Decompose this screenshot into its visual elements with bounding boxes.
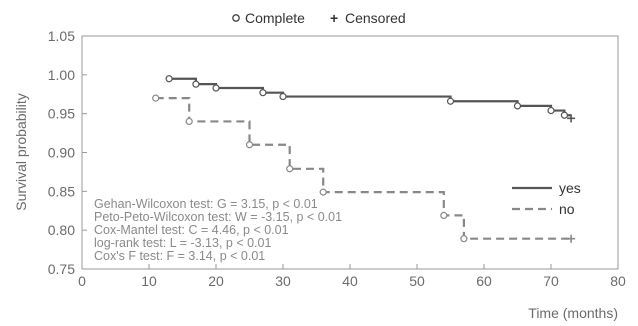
y-tick-label: 1.05	[48, 28, 75, 44]
complete-marker-yes	[513, 102, 522, 110]
x-axis-title: Time (months)	[528, 305, 618, 321]
complete-marker-yes	[192, 80, 200, 88]
complete-marker-yes	[259, 89, 267, 97]
complete-marker-yes	[560, 111, 569, 119]
km-curve-yes	[169, 77, 572, 117]
complete-marker-no	[185, 117, 193, 126]
x-tick-label: 40	[342, 273, 358, 289]
legend-yes-label: yes	[559, 180, 581, 196]
x-tick-label: 80	[610, 273, 626, 289]
stat-log-rank: log-rank test: L = -3.13, p < 0.01	[94, 236, 271, 250]
legend-no-label: no	[559, 201, 575, 217]
y-axis-title: Survival probability	[13, 93, 29, 211]
censored-marker-no	[567, 234, 576, 243]
complete-legend-label: Complete	[245, 10, 305, 26]
y-axis: 0.75 0.80 0.85 0.90 0.95 1.00 1.05	[48, 28, 87, 277]
complete-marker-yes	[279, 92, 287, 101]
x-tick-label: 70	[543, 273, 559, 289]
stat-cox-mantel: Cox-Mantel test: C = 4.46, p < 0.01	[94, 223, 289, 237]
y-tick-label: 0.90	[48, 145, 75, 161]
complete-marker-no	[152, 94, 160, 102]
y-tick-label: 0.75	[48, 261, 75, 277]
x-tick-label: 50	[409, 273, 425, 289]
km-curve-no	[155, 97, 572, 240]
complete-marker-yes	[165, 75, 173, 83]
complete-marker-yes	[212, 84, 220, 92]
stat-peto-peto-wilcoxon: Peto-Peto-Wilcoxon test: W = -3.15, p < …	[94, 210, 342, 224]
y-tick-label: 0.95	[48, 106, 75, 122]
x-tick-label: 60	[476, 273, 492, 289]
censored-legend-symbol: +	[330, 10, 338, 26]
stats-annotations: Gehan-Wilcoxon test: G = 3.15, p < 0.01 …	[94, 197, 342, 263]
complete-marker-no	[319, 188, 327, 196]
complete-marker-no	[440, 211, 448, 220]
censored-marker-yes	[567, 114, 576, 123]
series-layer	[152, 75, 576, 243]
complete-marker-no	[245, 141, 254, 149]
complete-marker-yes	[446, 97, 455, 105]
series-legend: yes no	[512, 180, 581, 217]
y-tick-label: 0.85	[48, 183, 75, 199]
x-axis: 0 10 20 30 40 50 60 70 80	[78, 264, 626, 289]
top-legend: Complete + Censored	[232, 10, 406, 26]
complete-marker-no	[460, 235, 468, 243]
censored-legend-label: Censored	[345, 10, 406, 26]
stat-gehan-wilcoxon: Gehan-Wilcoxon test: G = 3.15, p < 0.01	[94, 197, 318, 211]
y-tick-label: 0.80	[48, 222, 75, 238]
y-tick-label: 1.00	[48, 67, 75, 83]
complete-legend-marker	[232, 14, 240, 22]
complete-marker-yes	[547, 106, 555, 115]
x-tick-label: 0	[78, 273, 86, 289]
complete-marker-no	[286, 165, 294, 173]
x-tick-label: 30	[275, 273, 291, 289]
stat-cox-f: Cox's F test: F = 3.14, p < 0.01	[94, 249, 265, 263]
x-tick-label: 10	[141, 273, 157, 289]
x-tick-label: 20	[208, 273, 224, 289]
